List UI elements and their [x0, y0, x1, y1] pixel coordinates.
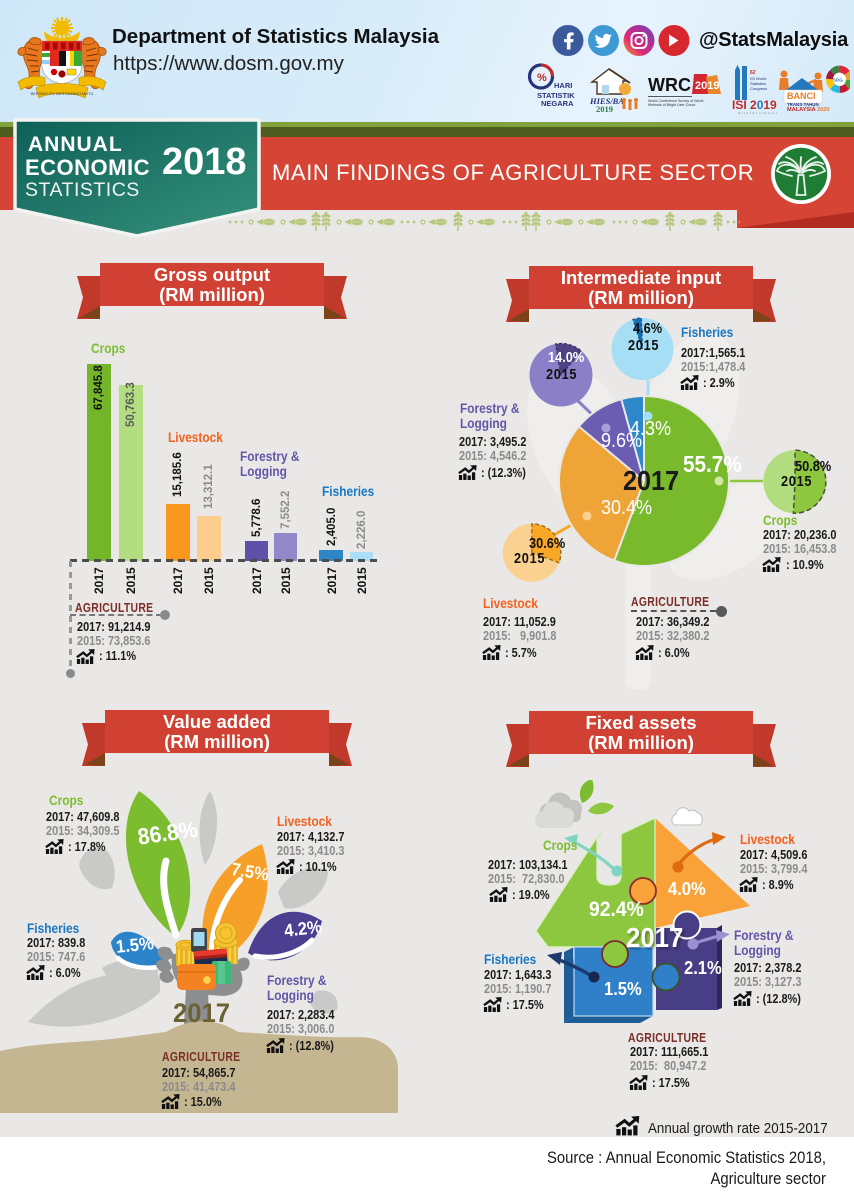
svg-text:BANCI: BANCI	[787, 91, 816, 101]
svg-text:TRANS-TAHUN: TRANS-TAHUN	[787, 102, 819, 107]
svg-text:HARI: HARI	[554, 81, 572, 90]
svg-text:STATISTIK: STATISTIK	[537, 91, 575, 100]
svg-text:Statistics: Statistics	[750, 81, 766, 86]
svg-text:ISI 2019: ISI 2019	[732, 98, 777, 112]
svg-text:WRC: WRC	[648, 75, 691, 95]
svg-text:ISI World: ISI World	[750, 76, 766, 81]
svg-text:HIES/BA: HIES/BA	[589, 96, 624, 106]
svg-text:Congress: Congress	[750, 86, 767, 91]
svg-text:Methods of Bright User Count: Methods of Bright User Count	[648, 103, 695, 107]
svg-text:K u a l a L u m p u r: K u a l a L u m p u r	[738, 111, 778, 114]
svg-text:SDG: SDG	[833, 78, 843, 83]
svg-text:2019: 2019	[596, 104, 613, 114]
svg-text:BERSEKUTU BERTAMBAH MUTU: BERSEKUTU BERTAMBAH MUTU	[31, 91, 94, 96]
svg-text:%: %	[537, 72, 547, 84]
svg-text:MALAYSIA 2020: MALAYSIA 2020	[787, 107, 830, 113]
svg-text:World Conference Survey of Wor: World Conference Survey of World	[648, 99, 703, 103]
svg-text:NEGARA: NEGARA	[541, 99, 574, 108]
svg-text:62: 62	[750, 70, 756, 76]
svg-text:2019: 2019	[695, 80, 719, 92]
